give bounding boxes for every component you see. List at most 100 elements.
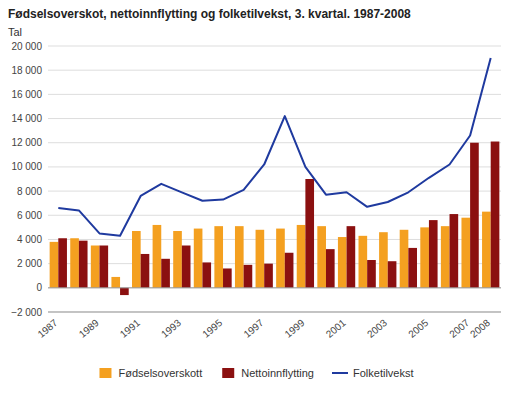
y-tick-label: 8 000 — [17, 186, 42, 197]
y-tick-label: 2 000 — [17, 258, 42, 269]
y-tick-label: 16 000 — [11, 89, 42, 100]
x-tick-label: 2005 — [406, 317, 430, 340]
bar — [214, 226, 223, 288]
grid-line — [48, 215, 501, 216]
x-tick-label: 2007 — [447, 317, 471, 340]
bar — [58, 238, 67, 288]
bar — [388, 261, 397, 288]
bar — [99, 246, 108, 288]
plot-area — [50, 58, 500, 295]
bar — [317, 226, 326, 288]
grid-line — [48, 94, 501, 95]
bar — [400, 230, 409, 288]
bar — [50, 242, 59, 288]
bar — [91, 246, 100, 288]
grid-line — [48, 287, 501, 288]
legend-label: Fødselsoverskott — [118, 367, 202, 379]
chart: Fødselsoverskot, nettoinnflytting og fol… — [0, 0, 511, 399]
grid-line — [48, 312, 501, 313]
bar — [132, 231, 141, 288]
legend-item: Fødselsoverskott — [99, 367, 202, 379]
grid-line — [48, 46, 501, 47]
bar-series — [50, 212, 491, 288]
bar — [461, 218, 470, 288]
bar — [173, 231, 182, 288]
bar — [244, 265, 253, 288]
y-tick-label: 0 — [36, 282, 42, 293]
x-tick-label: 2001 — [324, 317, 348, 340]
bar — [482, 212, 491, 288]
legend-swatch — [332, 372, 348, 374]
bar — [202, 262, 211, 287]
bar — [235, 226, 244, 288]
y-tick-label: −2 000 — [11, 307, 42, 318]
bar — [285, 253, 294, 288]
bar — [111, 277, 120, 288]
bar — [367, 260, 376, 288]
bar — [264, 264, 273, 288]
title: Fødselsoverskot, nettoinnflytting og fol… — [8, 7, 411, 21]
x-tick-label: 2003 — [365, 317, 389, 340]
bar — [276, 229, 285, 288]
x-tick-label: 1991 — [118, 317, 142, 340]
x-tick-label: 2008 — [468, 317, 492, 340]
x-tick-label: 1995 — [200, 317, 224, 340]
y-tick-label: 14 000 — [11, 113, 42, 124]
y-axis-label: Tal — [8, 26, 22, 38]
bar — [182, 246, 191, 288]
zero-line — [48, 287, 501, 288]
bar — [347, 226, 356, 288]
bar — [79, 241, 88, 288]
y-axis: −2 000 0 2 000 4 000 6 000 8 000 10 000 12 000 1… — [11, 41, 42, 318]
bar — [223, 268, 232, 287]
bar — [120, 288, 129, 295]
bar-series — [58, 142, 499, 296]
grid-line — [48, 118, 501, 119]
x-axis-line — [48, 312, 501, 313]
y-tick-label: 20 000 — [11, 41, 42, 52]
line — [58, 58, 490, 236]
bar — [420, 227, 429, 287]
bar — [70, 238, 79, 288]
legend-label: Nettoinnflytting — [241, 367, 314, 379]
bar — [491, 142, 500, 288]
bar — [141, 254, 150, 288]
x-tick-label: 1987 — [35, 317, 59, 340]
y-tick-label: 6 000 — [17, 210, 42, 221]
bar — [408, 248, 417, 288]
x-axis: 1987 1989 1991 1993 1995 1997 1999 2001 2003 2005… — [35, 317, 492, 340]
background — [0, 0, 511, 399]
x-tick-label: 1997 — [241, 317, 265, 340]
x-tick-label: 1993 — [159, 317, 183, 340]
grid — [48, 46, 501, 312]
bar — [338, 237, 347, 288]
grid-line — [48, 166, 501, 167]
y-tick-label: 18 000 — [11, 65, 42, 76]
y-tick-label: 10 000 — [11, 161, 42, 172]
y-tick-label: 4 000 — [17, 234, 42, 245]
legend-swatch — [99, 368, 111, 378]
y-tick-label: 12 000 — [11, 137, 42, 148]
legend-item: Nettoinnflytting — [222, 367, 314, 379]
bar — [256, 230, 265, 288]
grid-line — [48, 191, 501, 192]
bar — [153, 225, 162, 288]
bar — [359, 236, 368, 288]
bar — [441, 226, 450, 288]
legend: Fødselsoverskott Nettoinnflytting Folketil… — [99, 367, 413, 379]
bar — [326, 249, 335, 288]
bar — [305, 179, 314, 288]
legend-item: Folketilvekst — [332, 367, 414, 379]
bar — [470, 143, 479, 288]
bar — [379, 232, 388, 288]
bar — [161, 259, 170, 288]
x-tick-label: 1989 — [77, 317, 101, 340]
grid-line — [48, 70, 501, 71]
x-tick-label: 1999 — [283, 317, 307, 340]
legend-swatch — [222, 368, 234, 378]
bar — [194, 229, 203, 288]
legend-label: Folketilvekst — [353, 367, 414, 379]
bar — [297, 225, 306, 288]
bar — [429, 220, 438, 288]
bar — [450, 214, 459, 288]
